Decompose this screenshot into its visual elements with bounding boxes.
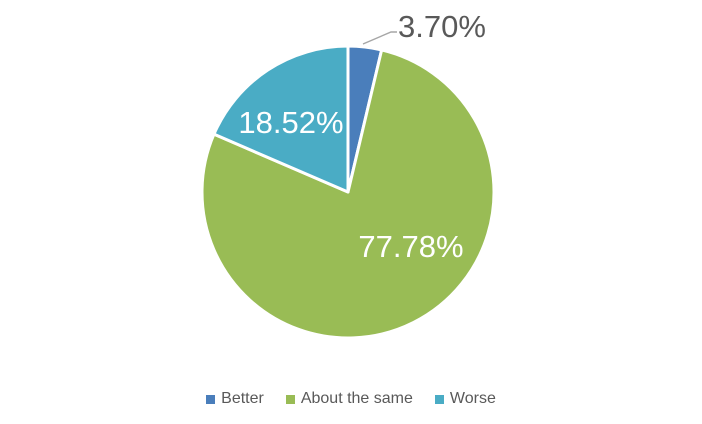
legend-swatch-about-the-same [285, 394, 295, 404]
legend-label-better: Better [221, 390, 264, 407]
data-label-better: 3.70% [398, 9, 486, 44]
pie-slice-about-the-same [200, 48, 496, 340]
legend-item-better: Better [206, 391, 264, 407]
legend: Better About the same Worse [0, 391, 702, 407]
data-label-worse: 18.52% [238, 105, 343, 140]
data-label-about-the-same: 77.78% [358, 229, 463, 264]
legend-swatch-worse [434, 394, 444, 404]
legend-label-about-the-same: About the same [300, 390, 413, 407]
legend-swatch-better [206, 394, 216, 404]
legend-item-about-the-same: About the same [285, 390, 413, 407]
legend-item-worse: Worse [434, 390, 496, 407]
pie-slice-worse [212, 44, 350, 194]
leader-line-better [362, 31, 397, 45]
legend-label-worse: Worse [449, 390, 496, 407]
pie-chart: 3.70% 77.78% 18.52% [200, 9, 496, 340]
